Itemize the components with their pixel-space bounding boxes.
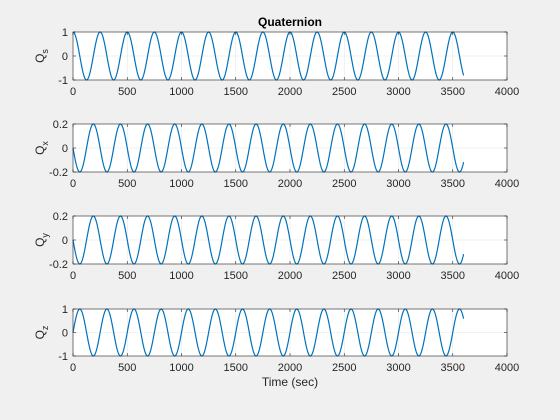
x-tick-label: 2500	[332, 178, 356, 190]
x-tick-label: 3000	[386, 270, 410, 282]
subplot-1: 0 500 1000 1500 2000 2500 3000 3500 4000-101QsQu…	[33, 15, 519, 98]
y-axis-label-subscript: s	[40, 49, 50, 54]
x-tick-label: 2500	[332, 362, 356, 374]
y-axis-label-subscript: z	[40, 325, 50, 330]
y-tick-label: 0	[62, 143, 68, 155]
x-tick-label: 0	[70, 178, 76, 190]
y-tick-label: 0.2	[53, 119, 68, 131]
x-tick-label: 500	[118, 86, 136, 98]
x-tick-label: 2500	[332, 86, 356, 98]
x-tick-label: 4000	[495, 362, 519, 374]
x-tick-label: 500	[118, 270, 136, 282]
x-tick-label: 3000	[386, 362, 410, 374]
y-axis-label: Qz	[33, 325, 50, 339]
chart-title: Quaternion	[258, 15, 322, 29]
y-axis-label: Qx	[33, 141, 50, 155]
subplot-3: 0 500 1000 1500 2000 2500 3000 3500 4000-0.200.2…	[33, 211, 519, 282]
x-tick-label: 1000	[169, 178, 193, 190]
y-axis-label-main: Q	[33, 146, 47, 155]
x-tick-label: 2500	[332, 270, 356, 282]
series-line-qy	[72, 215, 465, 265]
y-tick-label: -1	[58, 75, 68, 87]
x-tick-label: 2000	[278, 178, 302, 190]
x-axis-label: Time (sec)	[262, 375, 318, 389]
y-axis-label-subscript: y	[40, 233, 50, 238]
x-tick-label: 3500	[441, 362, 465, 374]
x-tick-label: 2000	[278, 86, 302, 98]
x-tick-label: 2000	[278, 362, 302, 374]
y-tick-label: -0.2	[49, 167, 68, 179]
x-tick-label: 1500	[224, 86, 248, 98]
y-tick-label: 0	[62, 235, 68, 247]
x-tick-label: 1000	[169, 86, 193, 98]
x-tick-label: 4000	[495, 86, 519, 98]
x-tick-label: 3500	[441, 270, 465, 282]
y-axis-label-subscript: x	[40, 141, 50, 146]
y-tick-label: -0.2	[49, 259, 68, 271]
y-tick-label: 0	[62, 328, 68, 340]
x-tick-label: 500	[118, 362, 136, 374]
x-tick-label: 3500	[441, 86, 465, 98]
y-axis-label: Qs	[33, 49, 50, 63]
x-tick-label: 4000	[495, 178, 519, 190]
x-tick-label: 3500	[441, 178, 465, 190]
y-tick-label: 1	[62, 304, 68, 316]
series-line-qz	[72, 308, 465, 357]
y-axis-label: Qy	[33, 233, 50, 247]
x-tick-label: 2000	[278, 270, 302, 282]
subplot-2: 0 500 1000 1500 2000 2500 3000 3500 4000-0.200.2…	[33, 119, 519, 190]
x-tick-label: 0	[70, 86, 76, 98]
y-tick-label: 1	[62, 27, 68, 39]
x-tick-label: 1000	[169, 362, 193, 374]
x-tick-label: 0	[70, 270, 76, 282]
x-tick-label: 3000	[386, 178, 410, 190]
x-tick-label: 0	[70, 362, 76, 374]
series-line-qx	[72, 123, 465, 173]
x-tick-label: 4000	[495, 270, 519, 282]
y-axis-label-main: Q	[33, 330, 47, 339]
y-tick-label: -1	[58, 351, 68, 363]
y-tick-label: 0.2	[53, 211, 68, 223]
y-axis-label-main: Q	[33, 238, 47, 247]
y-tick-label: 0	[62, 51, 68, 63]
subplot-4: 0 500 1000 1500 2000 2500 3000 3500 4000-101QzTi…	[33, 304, 519, 389]
x-tick-label: 1500	[224, 270, 248, 282]
x-tick-label: 1500	[224, 362, 248, 374]
x-tick-label: 500	[118, 178, 136, 190]
x-tick-label: 1500	[224, 178, 248, 190]
y-axis-label-main: Q	[33, 54, 47, 63]
x-tick-label: 3000	[386, 86, 410, 98]
x-tick-label: 1000	[169, 270, 193, 282]
